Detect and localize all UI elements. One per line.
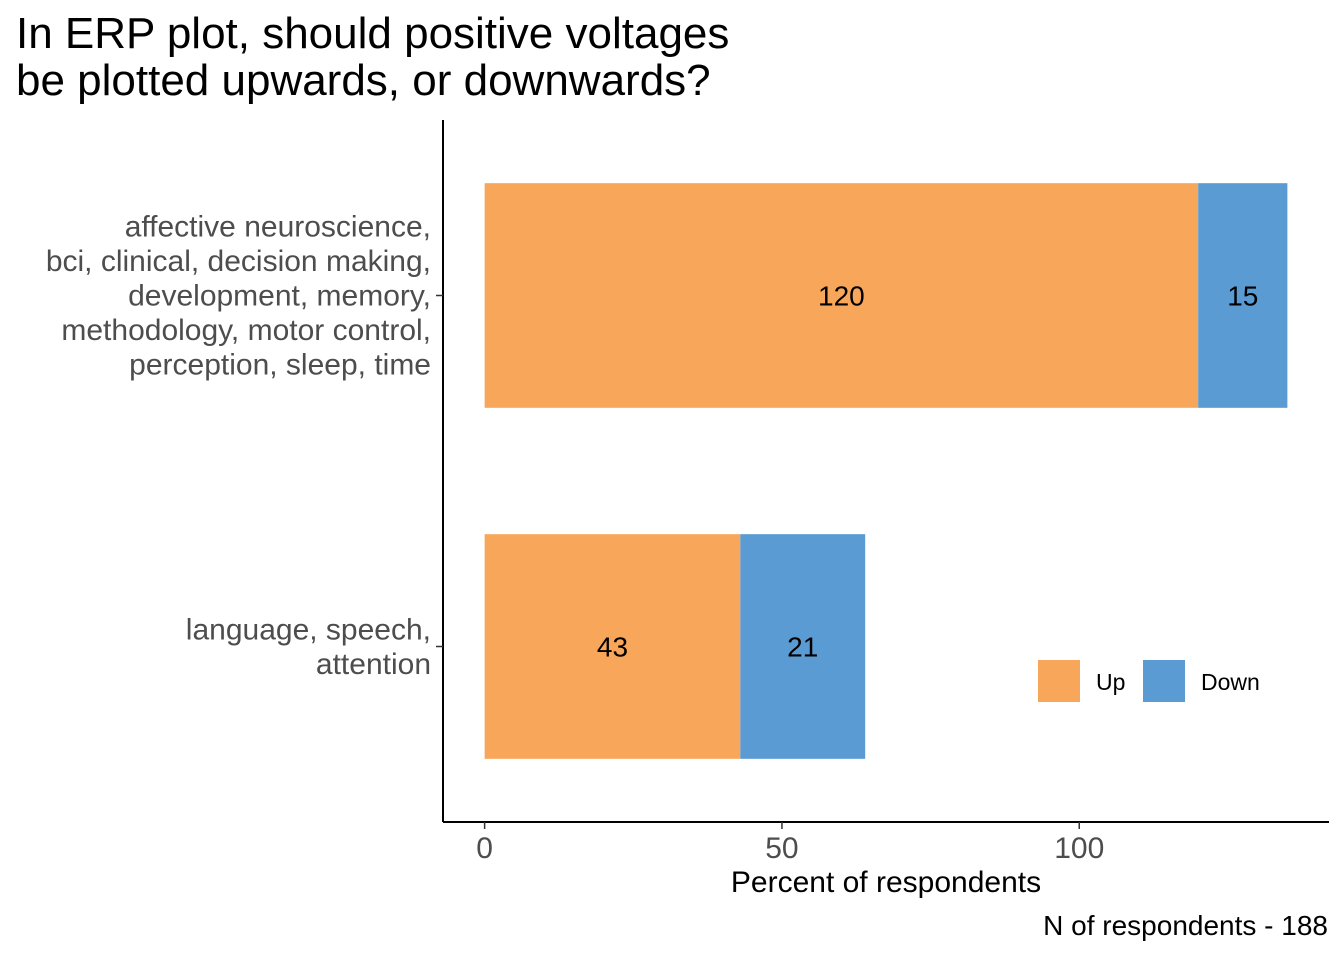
y-tick-label-line: perception, sleep, time (129, 349, 431, 382)
y-tick-label-line: affective neuroscience, (125, 211, 431, 244)
data-label: 120 (818, 281, 865, 312)
y-tick-label-line: language, speech, (186, 613, 431, 646)
legend-label-up: Up (1096, 669, 1125, 695)
x-tick-label: 50 (765, 832, 798, 865)
chart-title-line-1: In ERP plot, should positive voltages (16, 9, 730, 58)
legend-swatch-down (1143, 660, 1185, 702)
legend-label-down: Down (1201, 669, 1260, 695)
chart-title: In ERP plot, should positive voltages be… (16, 10, 729, 104)
x-axis-label: Percent of respondents (730, 866, 1042, 899)
legend-swatch-up (1038, 660, 1080, 702)
chart-caption: N of respondents - 188 (1043, 910, 1328, 941)
x-tick-label: 100 (1054, 832, 1104, 865)
chart-title-line-2: be plotted upwards, or downwards? (16, 56, 711, 105)
bar-up (484, 183, 1199, 408)
y-tick-label-line: methodology, motor control, (61, 314, 431, 347)
bar-up (484, 534, 741, 759)
x-tick-label: 0 (476, 832, 493, 865)
data-label: 43 (597, 632, 628, 663)
y-tick-label-line: development, memory, (128, 280, 431, 313)
y-tick-label-line: bci, clinical, decision making, (46, 245, 431, 278)
bar-down (1198, 183, 1288, 408)
data-label: 21 (787, 632, 818, 663)
y-tick-label-line: attention (316, 648, 431, 681)
data-label: 15 (1227, 281, 1258, 312)
bar-down (740, 534, 866, 759)
